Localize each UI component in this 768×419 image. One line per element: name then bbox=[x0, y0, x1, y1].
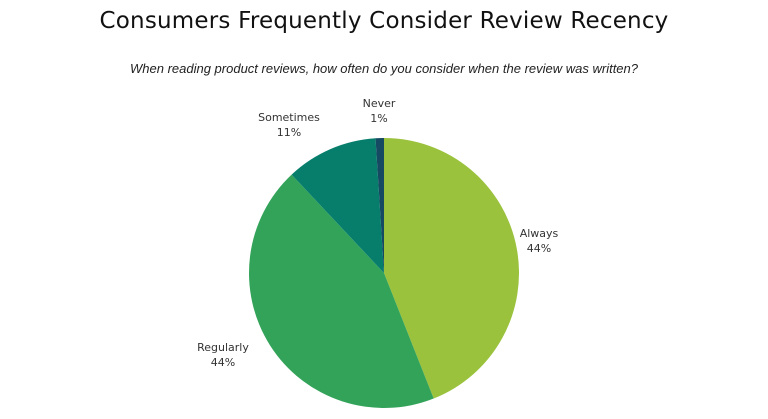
chart-subtitle: When reading product reviews, how often … bbox=[130, 61, 638, 76]
slice-value-sometimes: 11% bbox=[277, 126, 301, 139]
pie-slice-regularly bbox=[249, 174, 434, 408]
slice-label-regularly: Regularly bbox=[197, 341, 249, 354]
pie-slice-always bbox=[384, 138, 520, 399]
chart-title: Consumers Frequently Consider Review Rec… bbox=[99, 8, 669, 34]
slice-label-never: Never bbox=[363, 97, 396, 110]
slice-value-always: 44% bbox=[527, 242, 551, 255]
slice-value-never: 1% bbox=[370, 112, 387, 125]
pie-slice-sometimes bbox=[291, 138, 384, 273]
pie-labels: Always 44% Regularly 44% Sometimes 11% Never 1% bbox=[197, 97, 558, 369]
pie-slice-never bbox=[375, 138, 384, 273]
slice-label-sometimes: Sometimes bbox=[258, 111, 320, 124]
slice-value-regularly: 44% bbox=[211, 356, 235, 369]
pie-slices bbox=[249, 138, 520, 408]
slice-label-always: Always bbox=[520, 227, 559, 240]
